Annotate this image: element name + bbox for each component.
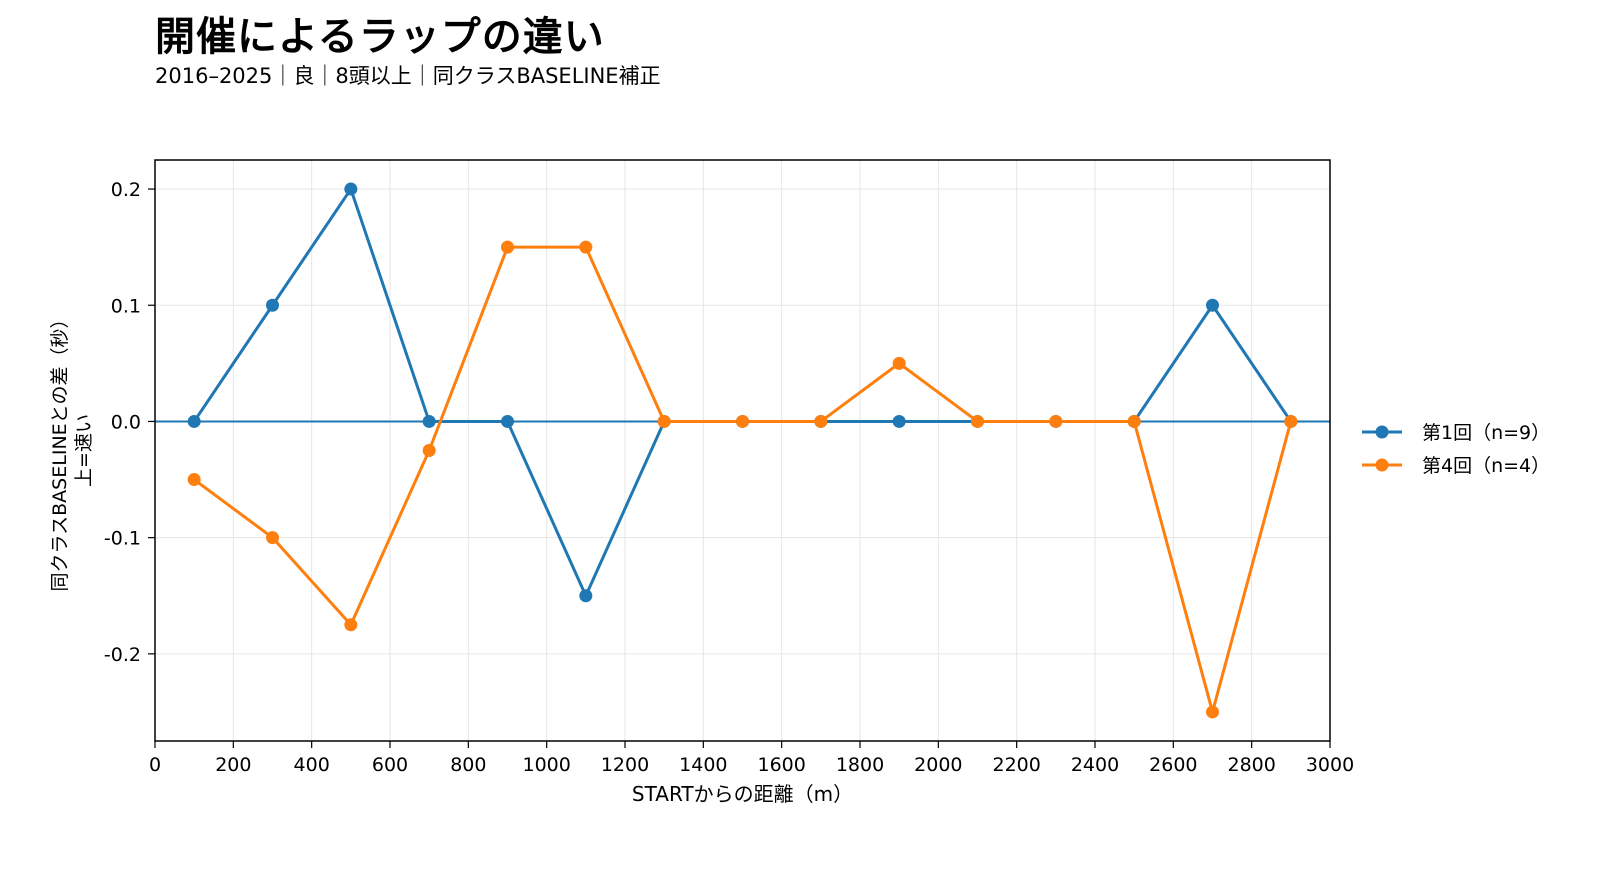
data-point xyxy=(187,473,201,487)
x-axis-label: STARTからの距離（m） xyxy=(632,782,853,806)
x-tick-label: 0 xyxy=(149,754,161,776)
x-tick-label: 600 xyxy=(372,754,408,776)
y-axis-ticks: 0.2 0.1 0.0 -0.1 -0.2 xyxy=(104,179,155,666)
data-point xyxy=(501,414,514,428)
x-tick-label: 1000 xyxy=(522,754,570,776)
plot-frame xyxy=(154,159,1331,742)
data-point xyxy=(344,618,358,632)
legend-item: 第1回（n=9） xyxy=(1362,422,1550,444)
data-point xyxy=(971,414,984,428)
data-point xyxy=(814,414,828,428)
x-tick-label: 2400 xyxy=(1071,754,1119,776)
x-tick-label: 2200 xyxy=(992,754,1040,776)
legend-item: 第4回（n=4） xyxy=(1362,455,1550,477)
data-point xyxy=(1206,298,1219,312)
legend-marker xyxy=(1375,425,1389,439)
data-point xyxy=(501,240,514,254)
legend: 第1回（n=9） 第4回（n=4） xyxy=(1362,422,1550,477)
y-axis-label: 同クラスBASELINEとの差（秒） 上=速い xyxy=(49,310,95,592)
grid-lines xyxy=(154,160,1331,741)
y-tick-label: -0.2 xyxy=(104,644,141,666)
data-point xyxy=(266,531,279,545)
legend-label: 第1回（n=9） xyxy=(1422,422,1550,444)
data-point xyxy=(266,298,279,312)
chart-subtitle: 2016–2025｜良｜8頭以上｜同クラスBASELINE補正 xyxy=(155,64,661,88)
data-point xyxy=(422,414,436,428)
x-tick-label: 1800 xyxy=(836,754,884,776)
y-tick-label: -0.1 xyxy=(104,528,141,550)
data-point xyxy=(1284,414,1298,428)
data-point xyxy=(579,589,593,603)
y-tick-label: 0.1 xyxy=(111,295,141,317)
series-line xyxy=(192,187,1293,598)
x-axis-ticks: 0 200 400 600 800 1000 1200 1400 1600 1800 2000 220… xyxy=(149,741,1354,776)
series-1 xyxy=(187,182,1298,603)
x-tick-label: 400 xyxy=(294,754,330,776)
data-point xyxy=(344,182,358,196)
x-tick-label: 800 xyxy=(450,754,486,776)
y-tick-label: 0.0 xyxy=(111,411,141,433)
data-point xyxy=(579,240,593,254)
x-tick-label: 2800 xyxy=(1227,754,1275,776)
legend-marker xyxy=(1375,458,1389,472)
y-axis-label-line1: 同クラスBASELINEとの差（秒） xyxy=(49,310,71,592)
x-tick-label: 2600 xyxy=(1149,754,1197,776)
data-point xyxy=(657,414,671,428)
x-tick-label: 1600 xyxy=(757,754,805,776)
x-tick-label: 1400 xyxy=(679,754,727,776)
data-point xyxy=(422,444,436,457)
series-2 xyxy=(187,240,1298,719)
y-axis-label-line2: 上=速い xyxy=(73,414,95,487)
data-point xyxy=(1127,414,1141,428)
data-point xyxy=(187,414,201,428)
data-point xyxy=(736,414,749,428)
data-point xyxy=(1049,414,1063,428)
data-point xyxy=(892,356,906,370)
series-line xyxy=(193,245,1293,714)
x-tick-label: 2000 xyxy=(914,754,962,776)
x-tick-label: 3000 xyxy=(1306,754,1354,776)
y-tick-label: 0.2 xyxy=(111,179,141,201)
x-tick-label: 1200 xyxy=(601,754,649,776)
series-layer xyxy=(187,182,1298,719)
data-point xyxy=(1206,705,1219,719)
x-tick-label: 200 xyxy=(215,754,251,776)
legend-label: 第4回（n=4） xyxy=(1422,455,1550,477)
data-point xyxy=(892,414,906,428)
chart-title: 開催によるラップの違い xyxy=(155,14,605,60)
